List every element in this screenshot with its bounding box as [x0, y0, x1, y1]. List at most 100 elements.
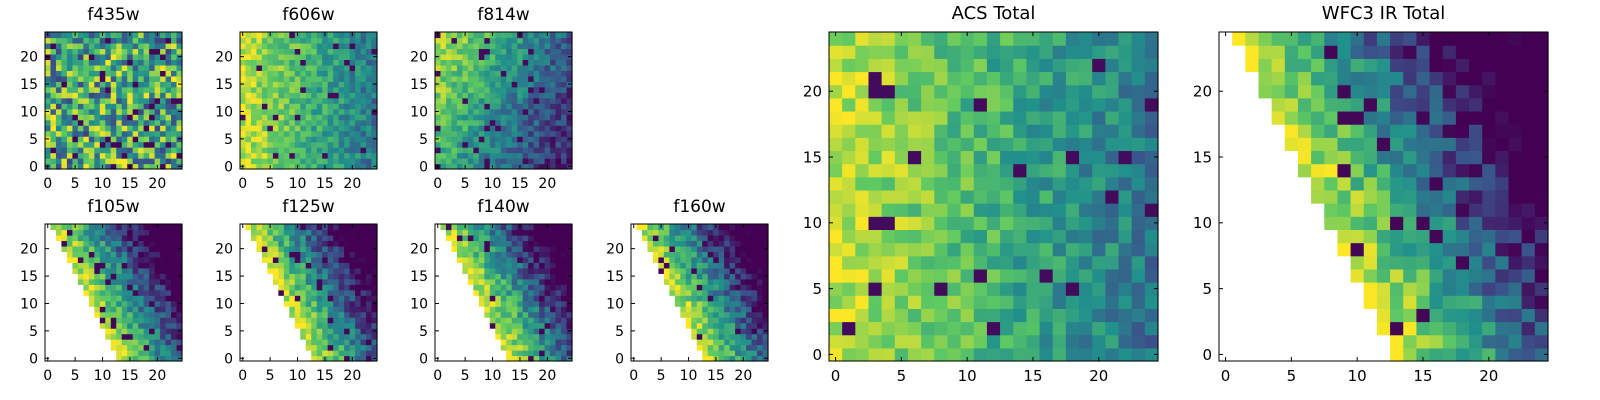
x-tick-label: 0 [433, 176, 442, 192]
heatmap-cell [1337, 124, 1352, 138]
heatmap-cell [539, 75, 546, 82]
heatmap-cell [360, 125, 367, 132]
heatmap-cell [143, 322, 150, 329]
heatmap-cell [1052, 150, 1067, 165]
heatmap-cell [261, 70, 268, 77]
heatmap-cell [138, 70, 145, 77]
heatmap-cell [165, 48, 172, 55]
heatmap-cell [1297, 45, 1312, 59]
heatmap-cell [349, 251, 356, 258]
heatmap-cell [138, 64, 145, 71]
heatmap-cell [110, 92, 117, 99]
heatmap-cell [110, 289, 117, 296]
heatmap-cell [105, 125, 112, 132]
heatmap-cell [154, 136, 161, 143]
heatmap-cell [456, 141, 463, 148]
heatmap-cell [138, 322, 145, 329]
heatmap-cell [283, 125, 290, 132]
heatmap-cell [322, 158, 329, 165]
heatmap-cell [533, 339, 540, 346]
heatmap-cell [435, 37, 442, 44]
heatmap-cell [735, 273, 742, 280]
heatmap-cell [555, 339, 562, 346]
heatmap-cell [143, 141, 150, 148]
heatmap-cell [327, 333, 334, 340]
heatmap-cell [99, 136, 106, 143]
heatmap-cell [1013, 308, 1027, 323]
heatmap-cell [907, 84, 922, 99]
heatmap-cell [344, 339, 351, 346]
heatmap-cell [360, 256, 367, 263]
y-tick-label: 20 [20, 50, 38, 66]
heatmap-cell [121, 240, 128, 247]
heatmap-cell [344, 267, 351, 274]
heatmap-cell [1013, 229, 1027, 244]
heatmap-cell [1092, 268, 1106, 283]
heatmap-cell [451, 70, 458, 77]
heatmap-cell [110, 262, 117, 269]
heatmap-cell [868, 282, 883, 296]
heatmap-cell [1429, 163, 1444, 178]
heatmap-cell [94, 59, 101, 66]
heatmap-cell [66, 141, 73, 148]
heatmap-cell [550, 284, 557, 291]
heatmap-cell [110, 86, 117, 93]
heatmap-cell [462, 114, 469, 121]
heatmap-cell [72, 152, 79, 159]
heatmap-cell [718, 317, 725, 324]
heatmap-cell [316, 114, 323, 121]
heatmap-cell [300, 152, 307, 159]
heatmap-cell [83, 158, 90, 165]
heatmap-cell [289, 97, 296, 104]
heatmap-cell [960, 124, 975, 138]
heatmap-cell [371, 42, 378, 50]
heatmap-cell [165, 344, 172, 351]
heatmap-cell [149, 317, 156, 324]
heatmap-cell [1390, 282, 1404, 296]
heatmap-cell [240, 42, 247, 50]
heatmap-cell [1324, 124, 1339, 138]
heatmap-cell [685, 273, 692, 280]
heatmap-cell [240, 75, 247, 82]
heatmap-cell [729, 251, 736, 258]
heatmap-cell [61, 103, 68, 110]
heatmap-cell [500, 306, 507, 313]
heatmap-cell [934, 295, 949, 309]
heatmap-cell [550, 322, 557, 329]
heatmap-cell [663, 256, 670, 263]
heatmap-cell [484, 273, 491, 280]
heatmap-cell [544, 328, 551, 335]
heatmap-cell [267, 108, 274, 115]
heatmap-cell [143, 273, 150, 280]
heatmap-cell [366, 114, 373, 121]
heatmap-cell [511, 70, 518, 77]
heatmap-cell [550, 256, 557, 263]
heatmap-cell [160, 119, 167, 126]
heatmap-cell [1534, 229, 1549, 244]
heatmap-cell [127, 234, 134, 242]
heatmap-cell [283, 136, 290, 143]
heatmap-cell [868, 176, 883, 191]
heatmap-cell [305, 262, 312, 269]
heatmap-cell [278, 240, 285, 247]
heatmap-cell [973, 295, 988, 309]
heatmap-cell [349, 59, 356, 66]
heatmap-cell [1350, 203, 1365, 217]
heatmap-cell [522, 97, 529, 104]
heatmap-cell [289, 119, 296, 126]
heatmap-cell [154, 267, 161, 274]
heatmap-cell [88, 234, 95, 242]
heatmap-cell [105, 70, 112, 77]
heatmap-cell [50, 92, 57, 99]
heatmap-cell [338, 300, 345, 307]
heatmap-cell [762, 339, 769, 346]
heatmap-cell [986, 216, 1001, 230]
heatmap-cell [165, 59, 172, 66]
heatmap-cell [522, 278, 529, 285]
heatmap-cell [366, 108, 373, 115]
heatmap-cell [522, 152, 529, 159]
heatmap-cell [1376, 176, 1391, 191]
heatmap-cell [1534, 45, 1549, 59]
heatmap-cell [55, 75, 63, 82]
x-tick-label: 5 [266, 368, 275, 384]
